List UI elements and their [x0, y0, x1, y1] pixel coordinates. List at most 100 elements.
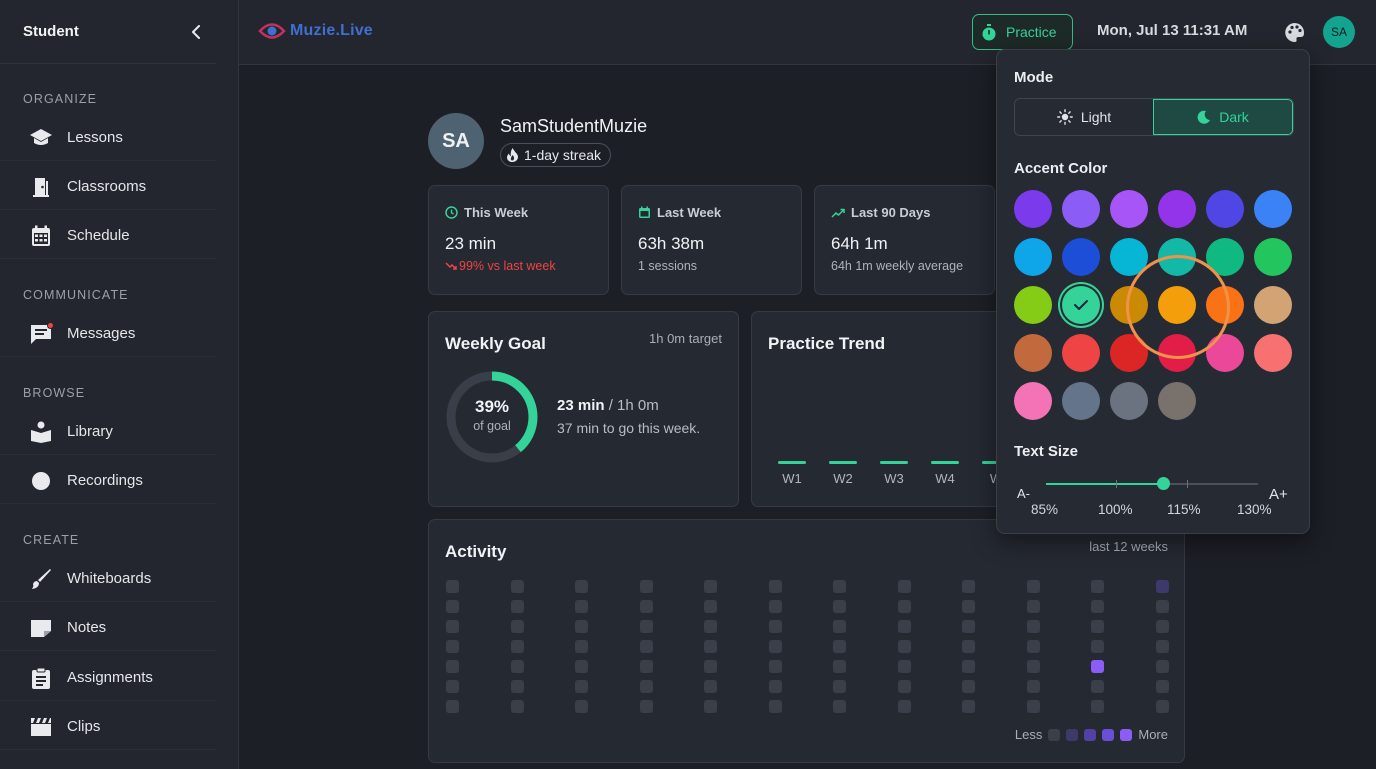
- mode-toggle: Light Dark: [1014, 98, 1294, 136]
- trend-label: W4: [935, 471, 955, 486]
- accent-swatch[interactable]: [1014, 334, 1052, 372]
- activity-cell: [833, 660, 846, 673]
- sidebar-item-clips[interactable]: Clips: [0, 704, 216, 750]
- activity-cell: [446, 660, 459, 673]
- activity-cell: [833, 580, 846, 593]
- user-avatar[interactable]: SA: [1323, 16, 1355, 48]
- activity-cell: [1091, 660, 1104, 673]
- slider-fill: [1046, 483, 1164, 485]
- sidebar-item-whiteboards[interactable]: Whiteboards: [0, 556, 216, 602]
- accent-swatch[interactable]: [1014, 190, 1052, 228]
- section-communicate: COMMUNICATE: [23, 288, 129, 302]
- activity-cell: [446, 700, 459, 713]
- trend-label: W1: [782, 471, 802, 486]
- activity-cell: [575, 600, 588, 613]
- activity-cell: [639, 680, 653, 693]
- chevron-left-icon[interactable]: [186, 22, 206, 42]
- accent-swatch[interactable]: [1206, 286, 1244, 324]
- activity-cell: [639, 620, 653, 633]
- accent-swatch[interactable]: [1110, 382, 1148, 420]
- activity-cell: [575, 640, 588, 653]
- activity-cell: [1155, 640, 1169, 653]
- accent-swatch[interactable]: [1110, 190, 1148, 228]
- sidebar-item-lessons[interactable]: Lessons: [0, 115, 216, 161]
- accent-swatch[interactable]: [1110, 238, 1148, 276]
- trend-bar: [829, 461, 857, 464]
- logo[interactable]: Muzie.Live: [258, 20, 373, 42]
- activity-cell: [833, 680, 846, 693]
- mode-dark-button[interactable]: Dark: [1153, 99, 1293, 135]
- text-size-increase[interactable]: A+: [1269, 486, 1288, 503]
- accent-swatch[interactable]: [1254, 286, 1292, 324]
- section-browse: BROWSE: [23, 386, 86, 400]
- activity-cell: [897, 580, 911, 593]
- practice-button[interactable]: Practice: [972, 14, 1073, 50]
- accent-swatch[interactable]: [1062, 190, 1100, 228]
- activity-cell: [1091, 600, 1104, 613]
- activity-cell: [1091, 580, 1104, 593]
- stat-card-last-90-days: Last 90 Days 64h 1m 64h 1m weekly averag…: [814, 185, 995, 295]
- brush-icon: [29, 567, 53, 591]
- accent-swatch[interactable]: [1062, 382, 1100, 420]
- accent-swatch[interactable]: [1206, 190, 1244, 228]
- accent-swatch[interactable]: [1110, 334, 1148, 372]
- accent-swatch[interactable]: [1158, 334, 1196, 372]
- activity-cell: [1026, 580, 1040, 593]
- goal-percent-caption: of goal: [473, 419, 511, 433]
- accent-swatch[interactable]: [1206, 238, 1244, 276]
- practice-trend-title: Practice Trend: [768, 334, 886, 353]
- accent-swatch[interactable]: [1254, 190, 1292, 228]
- sidebar-item-assignments[interactable]: Assignments: [0, 655, 216, 701]
- sidebar-item-classrooms[interactable]: Classrooms: [0, 164, 216, 210]
- accent-swatch[interactable]: [1254, 334, 1292, 372]
- goal-progress-total: / 1h 0m: [604, 397, 659, 414]
- trend-up-icon: [831, 208, 845, 218]
- mode-light-button[interactable]: Light: [1015, 99, 1153, 135]
- activity-cell: [833, 600, 846, 613]
- sun-icon: [1056, 109, 1073, 125]
- activity-cell: [1091, 700, 1104, 713]
- sidebar-item-recordings[interactable]: Recordings: [0, 458, 216, 504]
- slider-thumb[interactable]: [1157, 477, 1170, 490]
- accent-swatch[interactable]: [1158, 238, 1196, 276]
- accent-swatch[interactable]: [1062, 286, 1100, 324]
- palette-icon[interactable]: [1282, 20, 1306, 44]
- sidebar-item-label: Notes: [67, 619, 107, 636]
- goal-progress-value: 23 min: [557, 397, 605, 414]
- accent-swatch[interactable]: [1110, 286, 1148, 324]
- accent-swatch[interactable]: [1014, 238, 1052, 276]
- accent-swatch[interactable]: [1014, 382, 1052, 420]
- accent-swatch[interactable]: [1014, 286, 1052, 324]
- accent-swatch[interactable]: [1062, 334, 1100, 372]
- sidebar-item-label: Messages: [67, 325, 136, 342]
- text-size-decrease[interactable]: A-: [1017, 486, 1030, 501]
- sidebar-item-notes[interactable]: Notes: [0, 605, 216, 651]
- accent-swatch[interactable]: [1158, 382, 1196, 420]
- text-size-slider[interactable]: [1046, 477, 1258, 490]
- activity-cell: [962, 640, 975, 653]
- sidebar-item-library[interactable]: Library: [0, 409, 216, 455]
- activity-cell: [510, 620, 524, 633]
- accent-swatch[interactable]: [1062, 238, 1100, 276]
- accent-swatch[interactable]: [1254, 238, 1292, 276]
- activity-cell: [704, 680, 717, 693]
- stat-card-this-week: This Week 23 min 99% vs last week: [428, 185, 609, 295]
- text-size-heading: Text Size: [1014, 443, 1078, 460]
- sidebar-item-schedule[interactable]: Schedule: [0, 213, 216, 259]
- accent-swatch[interactable]: [1158, 190, 1196, 228]
- activity-cell: [768, 600, 782, 613]
- accent-swatch[interactable]: [1206, 334, 1244, 372]
- activity-cell: [1026, 620, 1040, 633]
- stat-value: 23 min: [445, 234, 497, 253]
- section-organize: ORGANIZE: [23, 92, 98, 106]
- weekly-goal-target: 1h 0m target: [649, 331, 722, 346]
- graduation-cap-icon: [29, 126, 53, 150]
- mode-heading: Mode: [1014, 69, 1054, 86]
- notification-dot: [47, 321, 54, 329]
- sidebar-item-messages[interactable]: Messages: [0, 311, 216, 357]
- record-circle-icon: [29, 469, 53, 493]
- accent-swatch[interactable]: [1158, 286, 1196, 324]
- goal-remaining-text: 37 min to go this week.: [557, 420, 701, 436]
- activity-cell: [510, 700, 524, 713]
- stat-sub: 1 sessions: [638, 259, 698, 273]
